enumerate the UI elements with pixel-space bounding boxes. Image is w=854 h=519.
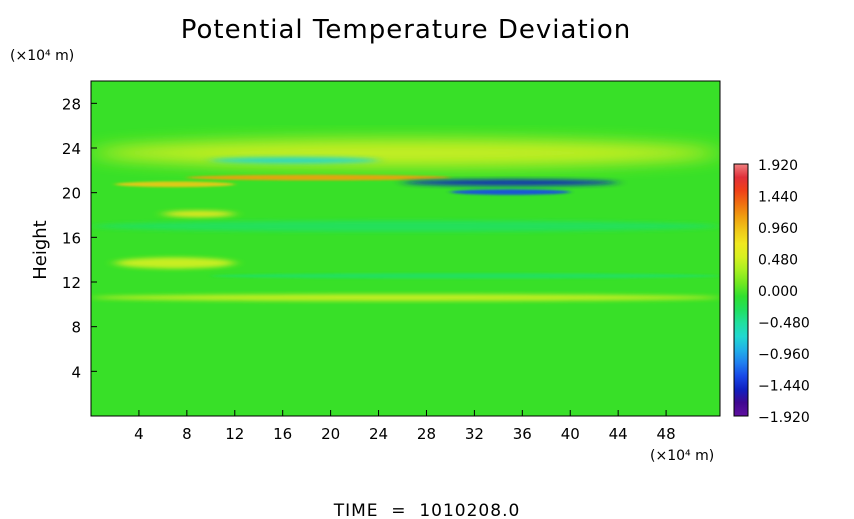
x-tick-label: 28 <box>417 425 436 443</box>
heatmap-band-warm <box>114 181 235 188</box>
y-axis-label: Height <box>30 220 51 280</box>
colorbar-tick-label: 1.920 <box>758 158 798 174</box>
x-tick-label: 4 <box>134 425 144 443</box>
y-tick-label: 16 <box>62 229 81 247</box>
heatmap-band-warm <box>91 139 720 167</box>
heatmap-band-cool <box>210 157 379 164</box>
time-footer: TIME = 1010208.0 <box>333 501 521 519</box>
heatmap-band-warm <box>186 174 451 181</box>
colorbar <box>733 163 749 417</box>
x-axis-ticks: 4 8 12 16 20 24 28 32 36 40 44 48 <box>134 410 676 443</box>
y-tick-label: 8 <box>71 319 81 337</box>
colorbar-tick-label: −1.440 <box>758 379 810 395</box>
y-tick-label: 4 <box>71 363 81 381</box>
colorbar-tick-label: −1.920 <box>758 410 810 426</box>
plot-frame <box>90 80 721 417</box>
colorbar-ticks: 1.920 1.440 0.960 0.480 0.000 −0.480 −0.960 −1.… <box>758 158 810 426</box>
x-tick-label: 48 <box>657 425 676 443</box>
heatmap-band-cool <box>402 179 619 186</box>
heatmap-features <box>91 139 720 301</box>
x-tick-label: 16 <box>273 425 292 443</box>
heatmap-band-cool <box>450 189 571 195</box>
x-tick-label: 12 <box>225 425 244 443</box>
x-tick-label: 8 <box>182 425 192 443</box>
heatmap-band-warm <box>162 210 235 218</box>
colorbar-tick-label: −0.480 <box>758 316 810 332</box>
x-tick-label: 44 <box>609 425 628 443</box>
heatmap-background <box>91 81 720 416</box>
y-tick-label: 20 <box>62 185 81 203</box>
colorbar-tick-label: 0.000 <box>758 284 798 300</box>
x-tick-label: 32 <box>465 425 484 443</box>
y-tick-label: 12 <box>62 274 81 292</box>
heatmap-field <box>91 81 720 416</box>
heatmap-band-warm <box>91 294 720 301</box>
colorbar-tick-label: 1.440 <box>758 190 798 206</box>
colorbar-tick-label: 0.960 <box>758 221 798 237</box>
x-tick-label: 40 <box>561 425 580 443</box>
y-tick-label: 28 <box>62 95 81 113</box>
heatmap-band-cool <box>91 220 720 232</box>
y-unit-label: (×10⁴ m) <box>10 48 74 64</box>
x-tick-label: 20 <box>321 425 340 443</box>
x-unit-label: (×10⁴ m) <box>650 448 714 464</box>
x-tick-label: 24 <box>369 425 388 443</box>
heatmap-band-cool <box>210 273 720 279</box>
y-axis-ticks: 4 8 12 16 20 24 28 <box>62 95 97 381</box>
y-tick-label: 24 <box>62 140 81 158</box>
x-tick-label: 36 <box>513 425 532 443</box>
colorbar-tick-label: 0.480 <box>758 253 798 269</box>
colorbar-tick-label: −0.960 <box>758 347 810 363</box>
chart-title: Potential Temperature Deviation <box>181 15 632 45</box>
heatmap-band-warm <box>114 257 235 269</box>
